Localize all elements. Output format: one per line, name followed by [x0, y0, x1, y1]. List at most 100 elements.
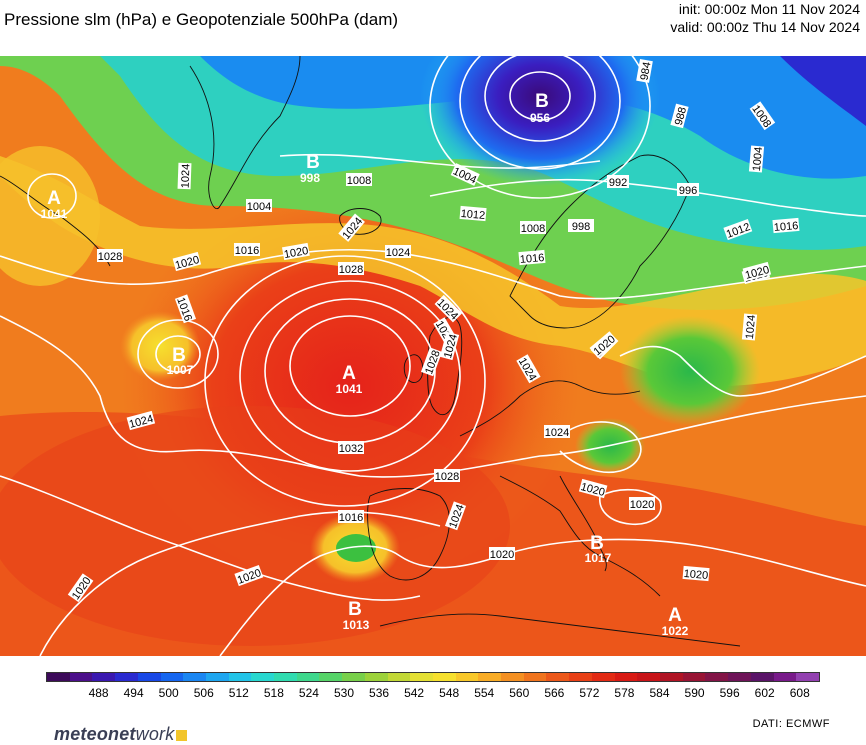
isobar-label: 1024 [545, 427, 569, 439]
high-center-letter: A [342, 363, 356, 384]
colorbar-swatch [478, 673, 502, 681]
colorbar-swatch [728, 673, 751, 681]
colorbar-swatch [69, 673, 93, 681]
isobar-label: 984 [638, 61, 653, 81]
colorbar-label: 488 [88, 686, 109, 700]
isobar-label: 1016 [519, 252, 544, 266]
init-time: init: 00:00z Mon 11 Nov 2024 [678, 1, 860, 17]
colorbar-swatch [569, 673, 592, 681]
colorbar-swatch [160, 673, 184, 681]
isobar-label: 1004 [247, 201, 271, 213]
isobar-labels: 984 988 1008 1004 992 996 1004 1008 1012… [67, 58, 800, 603]
colorbar-swatch [410, 673, 433, 681]
valid-time: valid: 00:00z Thu 14 Nov 2024 [670, 19, 860, 35]
isobar-label: 996 [679, 185, 697, 197]
colorbar-label: 530 [333, 686, 354, 700]
low-center-value: 1007 [167, 363, 194, 377]
isobar-label: 1016 [773, 220, 798, 234]
isobar-label: 988 [673, 106, 689, 127]
isobar-label: 1028 [435, 471, 459, 483]
isobar-label: 1008 [521, 223, 545, 235]
low-center-letter: B [590, 533, 604, 554]
colorbar-swatch [387, 673, 411, 681]
isobar-label: 1004 [751, 146, 765, 171]
isobar-label: 1020 [683, 568, 708, 582]
geopotential-north-blue [200, 56, 866, 179]
colorbar-label: 596 [719, 686, 740, 700]
colorbar-label: 590 [684, 686, 705, 700]
isobar-label: 1028 [339, 264, 363, 276]
colorbar-label: 518 [263, 686, 284, 700]
geopotential-canada-yellow [0, 146, 100, 286]
map-svg: 984 988 1008 1004 992 996 1004 1008 1012… [0, 56, 866, 656]
high-center-value: 1022 [662, 624, 689, 638]
isobar-label: 998 [572, 221, 590, 233]
colorbar-swatch [228, 673, 252, 681]
colorbar-swatch [546, 673, 570, 681]
isobar-label: 1032 [339, 443, 363, 455]
geopotential-central-europe-trough [620, 316, 760, 426]
colorbar-swatch [773, 673, 797, 681]
logo-square-icon [176, 730, 188, 741]
colorbar-label: 524 [298, 686, 319, 700]
colorbar-swatch [659, 673, 683, 681]
colorbar-swatch [364, 673, 388, 681]
isobar-label: 1020 [630, 499, 654, 511]
isobars [0, 56, 866, 656]
isobar-label: 1020 [283, 245, 309, 261]
meteonetwork-logo: meteonetwork [54, 724, 188, 745]
high-center-value: 1041 [336, 382, 363, 396]
logo-tail: work [135, 724, 175, 744]
isobar-label: 1020 [490, 549, 514, 561]
isobar-label: 1008 [347, 175, 371, 187]
run-info: init: 00:00z Mon 11 Nov 2024 valid: 00:0… [670, 0, 860, 36]
low-center-value: 1013 [343, 618, 370, 632]
colorbar-swatch [319, 673, 343, 681]
colorbar-swatch [614, 673, 638, 681]
isobar-label: 1028 [98, 251, 122, 263]
colorbar-label: 512 [228, 686, 249, 700]
colorbar-swatch [750, 673, 774, 681]
geopotential-ne-blue [780, 56, 866, 126]
colorbar-label: 584 [649, 686, 670, 700]
low-center-letter: B [306, 152, 320, 173]
colorbar-swatch [705, 673, 729, 681]
colorbar-label: 506 [193, 686, 214, 700]
low-center-letter: B [348, 599, 362, 620]
colorbar [46, 672, 820, 682]
colorbar-label: 608 [789, 686, 810, 700]
colorbar-swatch [92, 673, 116, 681]
colorbar-swatch [796, 673, 819, 681]
colorbar-swatch [115, 673, 138, 681]
weather-map: 984 988 1008 1004 992 996 1004 1008 1012… [0, 56, 866, 656]
colorbar-swatch [251, 673, 275, 681]
colorbar-label: 578 [614, 686, 635, 700]
colorbar-swatch [501, 673, 524, 681]
colorbar-label: 494 [123, 686, 144, 700]
geopotential-iberian-green [336, 534, 376, 562]
colorbar-swatch [274, 673, 297, 681]
isobar-label: 1016 [339, 512, 363, 524]
colorbar-label: 566 [544, 686, 565, 700]
geopotential-trough [420, 56, 660, 186]
colorbar-swatch [137, 673, 161, 681]
colorbar-labels: 488 494 500 506 512 518 524 530 536 542 548 554 560 5… [46, 686, 820, 702]
isobar-label: 1024 [180, 164, 193, 189]
map-title: Pressione slm (hPa) e Geopotenziale 500h… [4, 10, 399, 29]
isobar-label: 1024 [386, 247, 410, 259]
pressure-centers: B 956 B 998 A 1041 B 1007 A 1041 B 1017 … [41, 91, 689, 638]
isobar-label: 1024 [744, 314, 758, 339]
colorbar-label: 548 [439, 686, 460, 700]
high-center-letter: A [668, 605, 682, 626]
colorbar-label: 500 [158, 686, 179, 700]
colorbar-label: 554 [474, 686, 495, 700]
colorbar-label: 602 [754, 686, 775, 700]
isobar-label: 1016 [235, 245, 259, 257]
colorbar-label: 560 [509, 686, 530, 700]
high-center-letter: A [47, 188, 61, 209]
colorbar-swatch [47, 673, 70, 681]
logo-bold: meteonet [54, 724, 136, 744]
low-center-value: 998 [300, 171, 320, 185]
colorbar-swatch [682, 673, 706, 681]
colorbar-swatch [342, 673, 365, 681]
